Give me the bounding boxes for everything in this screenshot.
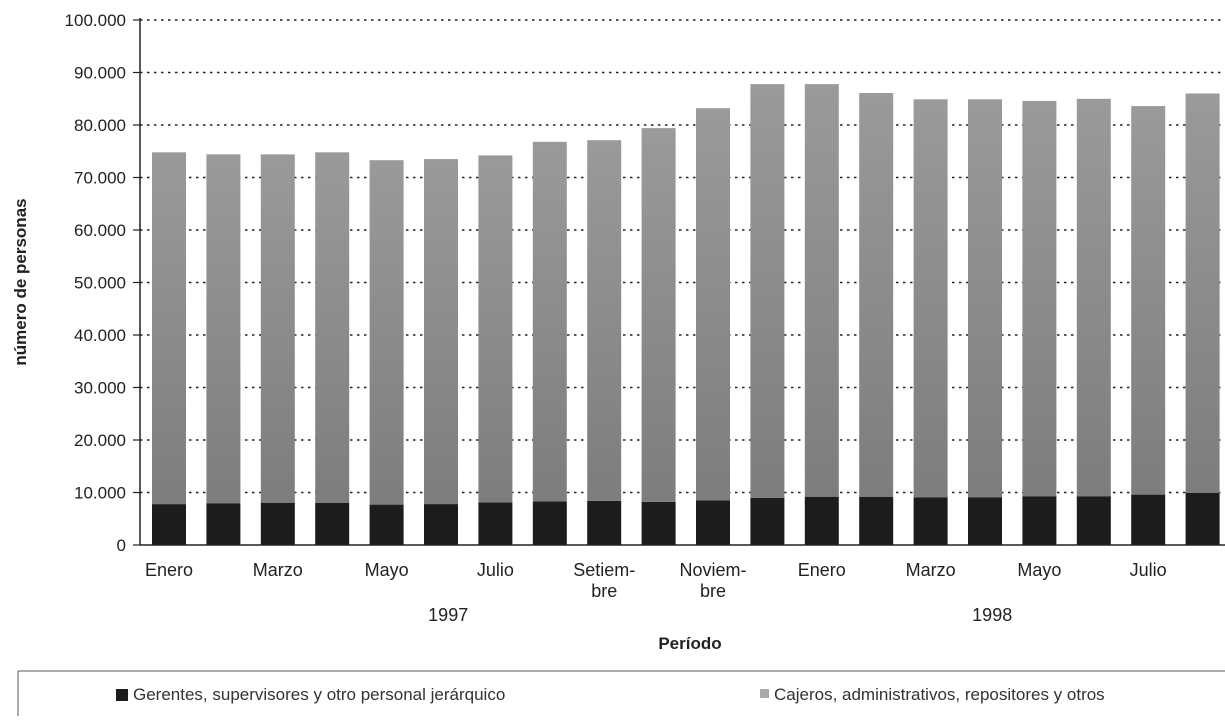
y-axis-title: número de personas <box>11 198 30 365</box>
bar-segment-series-1 <box>913 497 948 545</box>
bar-segment-series-2 <box>913 99 948 498</box>
bar-segment-series-2 <box>641 128 676 502</box>
bar-segment-series-1 <box>260 503 295 545</box>
y-tick-label: 90.000 <box>74 64 126 83</box>
bar-segment-series-2 <box>587 140 622 501</box>
x-tick-label: Julio <box>1130 560 1167 580</box>
bar-segment-series-2 <box>315 152 350 504</box>
x-tick-label: Mayo <box>1017 560 1061 580</box>
y-tick-label: 60.000 <box>74 221 126 240</box>
x-tick-label: Noviem- <box>679 560 746 580</box>
y-tick-label: 0 <box>117 536 126 555</box>
bar-segment-series-2 <box>968 99 1002 498</box>
bar-segment-series-2 <box>206 154 241 504</box>
bar-segment-series-1 <box>1185 493 1220 545</box>
bar-segment-series-1 <box>369 504 404 545</box>
bar-segment-series-2 <box>859 93 894 497</box>
bar-segment-series-1 <box>532 501 567 545</box>
bar-segment-series-1 <box>315 503 350 545</box>
legend: Gerentes, supervisores y otro personal j… <box>17 670 1225 716</box>
x-tick-label: Enero <box>145 560 193 580</box>
y-tick-label: 30.000 <box>74 379 126 398</box>
bar-segment-series-1 <box>804 496 839 545</box>
x-tick-label: Enero <box>798 560 846 580</box>
bar-segment-series-2 <box>804 84 839 497</box>
bar-segment-series-1 <box>859 496 894 545</box>
x-tick-label: Marzo <box>253 560 303 580</box>
bar-segment-series-2 <box>369 160 404 505</box>
bar-segment-series-2 <box>696 108 730 501</box>
legend-label: Gerentes, supervisores y otro personal j… <box>133 685 505 704</box>
x-tick-label: Mayo <box>365 560 409 580</box>
x-tick-label: bre <box>591 581 617 601</box>
bar-segment-series-2 <box>750 84 785 498</box>
bar-segment-series-1 <box>1022 496 1057 545</box>
y-tick-label: 20.000 <box>74 431 126 450</box>
x-tick-label: Marzo <box>906 560 956 580</box>
bar-segment-series-1 <box>206 503 241 545</box>
x-tick-label: Setiem- <box>573 560 635 580</box>
legend-swatch <box>116 689 128 701</box>
axes <box>133 18 1225 546</box>
legend-swatch <box>760 689 769 698</box>
bar-segment-series-1 <box>1131 494 1166 545</box>
y-tick-label: 70.000 <box>74 169 126 188</box>
y-tick-label: 10.000 <box>74 484 126 503</box>
bar-segment-series-2 <box>478 155 513 503</box>
bar-segment-series-1 <box>968 497 1002 545</box>
bar-segment-series-1 <box>696 500 730 545</box>
bar-segment-series-1 <box>478 502 513 545</box>
bar-segment-series-1 <box>641 501 676 545</box>
bar-segment-series-1 <box>750 497 785 546</box>
bar-segment-series-2 <box>1185 93 1220 493</box>
bars <box>152 84 1220 546</box>
legend-label: Cajeros, administrativos, repositores y … <box>774 685 1105 704</box>
x-tick-label: bre <box>700 581 726 601</box>
bar-segment-series-1 <box>1076 496 1111 545</box>
bar-segment-series-1 <box>424 504 458 545</box>
y-tick-label: 40.000 <box>74 326 126 345</box>
y-tick-label: 100.000 <box>65 11 126 30</box>
gridlines <box>140 19 1225 494</box>
bar-segment-series-2 <box>1022 100 1057 497</box>
x-axis-title: Período <box>658 634 721 653</box>
bar-segment-series-2 <box>152 152 186 505</box>
bar-segment-series-2 <box>1076 98 1111 497</box>
bar-segment-series-2 <box>532 141 567 502</box>
bar-segment-series-1 <box>587 500 622 545</box>
bar-segment-series-2 <box>424 159 458 504</box>
year-label: 1998 <box>972 605 1012 625</box>
bar-segment-series-1 <box>152 504 186 545</box>
y-tick-label: 80.000 <box>74 116 126 135</box>
x-tick-label: Julio <box>477 560 514 580</box>
year-label: 1997 <box>428 605 468 625</box>
bar-segment-series-2 <box>1131 106 1166 495</box>
y-tick-label: 50.000 <box>74 274 126 293</box>
bar-segment-series-2 <box>260 154 295 503</box>
labels: 0 10.000 20.000 30.000 40.000 50.000 60.000 70.… <box>11 11 1167 653</box>
